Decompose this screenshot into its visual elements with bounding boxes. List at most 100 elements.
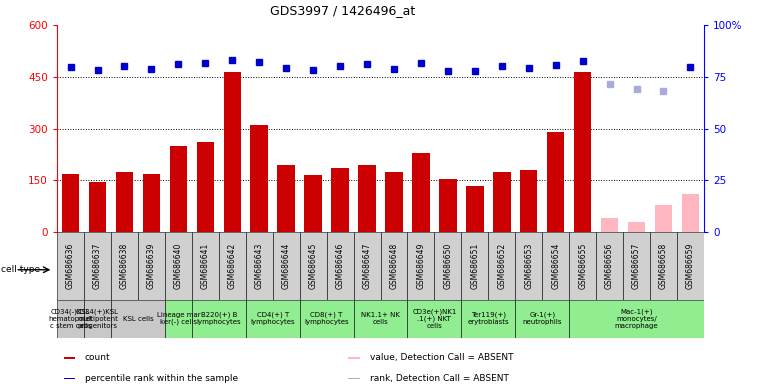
Bar <box>349 357 360 359</box>
Text: GSM686653: GSM686653 <box>524 243 533 289</box>
Text: GSM686656: GSM686656 <box>605 243 614 289</box>
Text: CD4(+) T
lymphocytes: CD4(+) T lymphocytes <box>250 312 295 326</box>
Text: Mac-1(+)
monocytes/
macrophage: Mac-1(+) monocytes/ macrophage <box>615 308 658 329</box>
Bar <box>569 300 704 338</box>
Bar <box>435 232 461 300</box>
Bar <box>111 232 138 300</box>
Bar <box>466 186 483 232</box>
Bar <box>461 232 489 300</box>
Bar <box>250 125 268 232</box>
Bar <box>547 132 565 232</box>
Text: Lineage mar
ker(-) cells: Lineage mar ker(-) cells <box>157 312 200 326</box>
Text: value, Detection Call = ABSENT: value, Detection Call = ABSENT <box>370 353 513 362</box>
Bar <box>192 300 246 338</box>
Text: count: count <box>85 353 110 362</box>
Bar <box>515 300 569 338</box>
Bar <box>520 170 537 232</box>
Text: CD34(-)KSL
hematopoiet
c stem cells: CD34(-)KSL hematopoiet c stem cells <box>49 308 93 329</box>
Text: GSM686647: GSM686647 <box>362 243 371 289</box>
Text: Ter119(+)
erytroblasts: Ter119(+) erytroblasts <box>467 312 509 326</box>
Bar <box>407 232 435 300</box>
Bar <box>493 172 511 232</box>
Text: NK1.1+ NK
cells: NK1.1+ NK cells <box>361 312 400 325</box>
Bar <box>300 232 326 300</box>
Bar <box>601 218 619 232</box>
Text: GSM686651: GSM686651 <box>470 243 479 289</box>
Text: GSM686654: GSM686654 <box>551 243 560 289</box>
Text: GSM686658: GSM686658 <box>659 243 668 289</box>
Bar <box>63 378 75 379</box>
Text: GSM686655: GSM686655 <box>578 243 587 289</box>
Text: B220(+) B
lymphocytes: B220(+) B lymphocytes <box>196 312 241 326</box>
Bar <box>515 232 543 300</box>
Bar <box>278 165 295 232</box>
Bar <box>380 232 407 300</box>
Bar <box>300 300 354 338</box>
Bar <box>138 232 165 300</box>
Bar <box>63 357 75 359</box>
Bar <box>304 175 322 232</box>
Bar <box>57 232 84 300</box>
Bar <box>142 174 160 232</box>
Text: percentile rank within the sample: percentile rank within the sample <box>85 374 238 383</box>
Text: GSM686649: GSM686649 <box>416 243 425 289</box>
Bar <box>116 172 133 232</box>
Text: rank, Detection Call = ABSENT: rank, Detection Call = ABSENT <box>370 374 508 383</box>
Text: GDS3997 / 1426496_at: GDS3997 / 1426496_at <box>270 4 415 17</box>
Bar <box>57 300 84 338</box>
Bar <box>358 165 376 232</box>
Bar <box>219 232 246 300</box>
Text: CD8(+) T
lymphocytes: CD8(+) T lymphocytes <box>304 312 349 326</box>
Bar <box>89 182 107 232</box>
Bar <box>623 232 650 300</box>
Bar <box>596 232 623 300</box>
Bar <box>569 232 596 300</box>
Text: GSM686644: GSM686644 <box>282 243 291 289</box>
Bar <box>461 300 515 338</box>
Bar <box>407 300 461 338</box>
Bar <box>111 300 165 338</box>
Bar <box>354 300 407 338</box>
Bar <box>224 71 241 232</box>
Bar <box>412 153 430 232</box>
Text: GSM686642: GSM686642 <box>228 243 237 289</box>
Bar <box>682 194 699 232</box>
Bar <box>354 232 380 300</box>
Bar <box>84 300 111 338</box>
Text: GSM686638: GSM686638 <box>120 243 129 289</box>
Text: GSM686639: GSM686639 <box>147 243 156 289</box>
Text: CD34(+)KSL
multipotent
progenitors: CD34(+)KSL multipotent progenitors <box>76 308 119 329</box>
Bar <box>677 232 704 300</box>
Bar <box>574 71 591 232</box>
Bar <box>331 168 349 232</box>
Bar <box>170 146 187 232</box>
Text: GSM686643: GSM686643 <box>255 243 264 289</box>
Bar <box>628 222 645 232</box>
Bar <box>385 172 403 232</box>
Bar <box>246 300 300 338</box>
Text: cell type: cell type <box>1 265 40 274</box>
Bar <box>62 174 79 232</box>
Text: KSL cells: KSL cells <box>123 316 153 322</box>
Text: GSM686641: GSM686641 <box>201 243 210 289</box>
Text: GSM686645: GSM686645 <box>309 243 317 289</box>
Bar <box>165 300 192 338</box>
Text: GSM686657: GSM686657 <box>632 243 641 289</box>
Text: CD3e(+)NK1
.1(+) NKT
cells: CD3e(+)NK1 .1(+) NKT cells <box>412 308 457 329</box>
Text: Gr-1(+)
neutrophils: Gr-1(+) neutrophils <box>523 312 562 326</box>
Text: GSM686648: GSM686648 <box>390 243 399 289</box>
Text: GSM686637: GSM686637 <box>93 243 102 289</box>
Bar <box>439 179 457 232</box>
Bar <box>192 232 219 300</box>
Text: GSM686652: GSM686652 <box>497 243 506 289</box>
Bar <box>165 232 192 300</box>
Bar <box>196 142 214 232</box>
Bar <box>543 232 569 300</box>
Text: GSM686646: GSM686646 <box>336 243 345 289</box>
Bar <box>272 232 300 300</box>
Bar <box>246 232 272 300</box>
Text: GSM686650: GSM686650 <box>444 243 452 289</box>
Text: GSM686636: GSM686636 <box>66 243 75 289</box>
Bar <box>326 232 354 300</box>
Bar <box>654 205 672 232</box>
